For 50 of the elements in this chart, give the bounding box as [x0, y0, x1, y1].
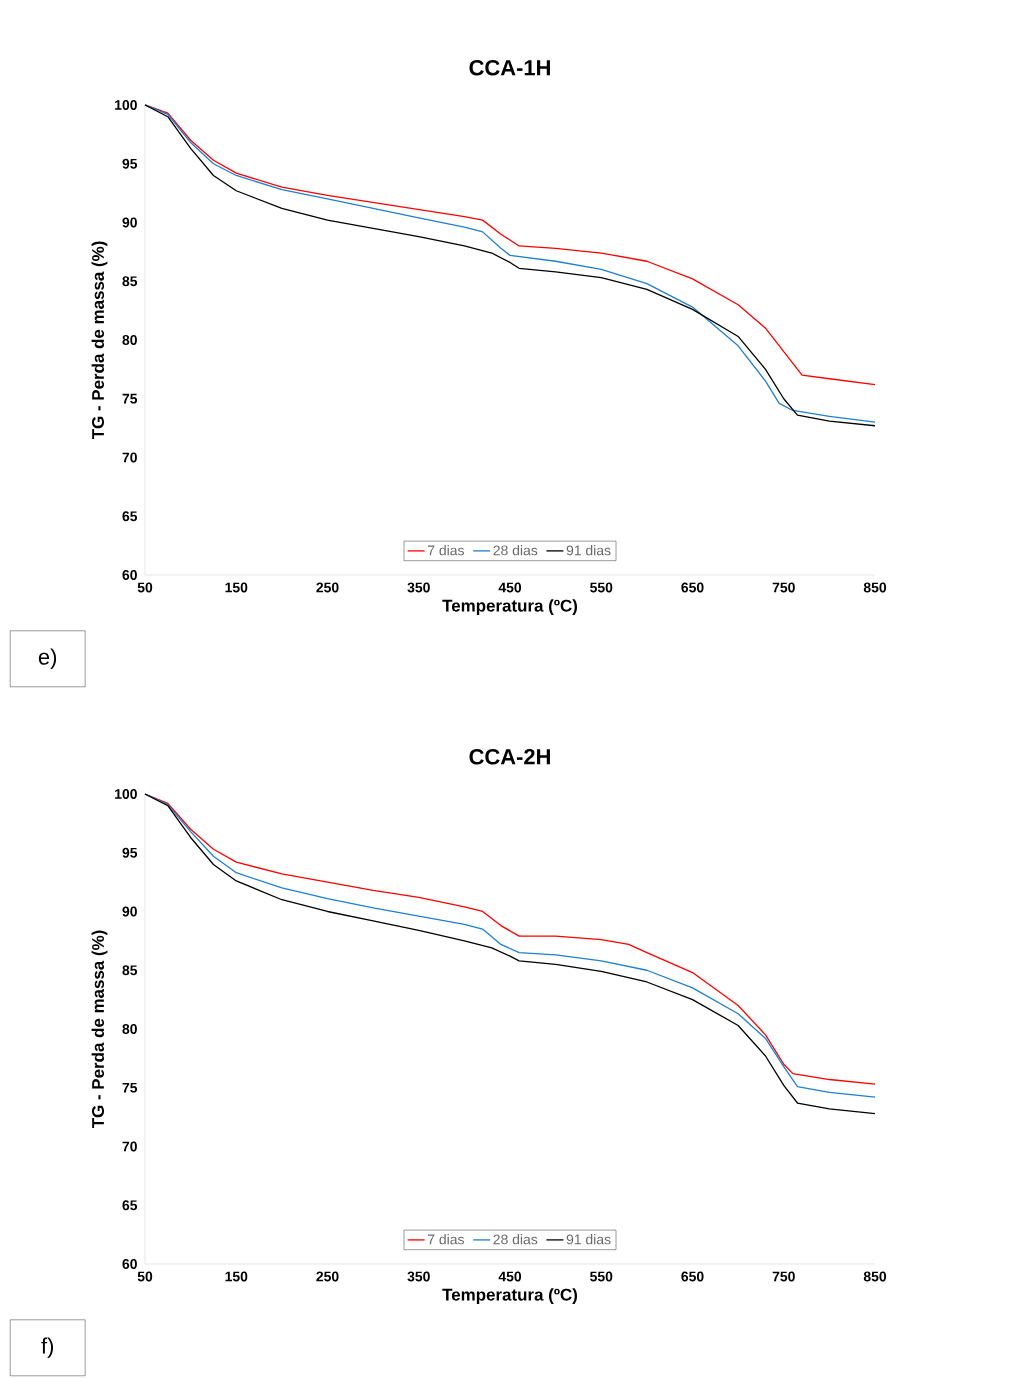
- x-tick-label: 150: [225, 582, 248, 593]
- legend-label: 91 dias: [566, 545, 611, 556]
- y-tick-label: 80: [122, 1024, 137, 1034]
- legend-label: 28 dias: [493, 1234, 538, 1245]
- x-axis-title: Temperatura (ºC): [442, 1288, 577, 1305]
- y-tick-label: 70: [122, 1141, 137, 1152]
- text: f): [41, 1337, 54, 1358]
- x-tick-label: 750: [772, 1271, 795, 1282]
- y-axis-title: TG - Perda de massa (%): [91, 241, 108, 440]
- x-tick-label: 850: [863, 1271, 887, 1282]
- y-tick-label: 75: [122, 393, 138, 404]
- legend-label: 7 dias: [428, 545, 464, 556]
- x-tick-label: 750: [772, 582, 795, 593]
- x-tick-label: 450: [498, 582, 522, 593]
- y-tick-label: 90: [122, 906, 137, 917]
- y-tick-label: 65: [122, 511, 138, 522]
- x-tick-label: 250: [316, 582, 339, 593]
- y-tick-label: 60: [122, 570, 137, 580]
- legend-label: 7 dias: [428, 1234, 464, 1245]
- text: e): [38, 648, 57, 669]
- y-tick-label: 95: [122, 847, 138, 858]
- y-tick-label: 70: [122, 452, 137, 463]
- chart-title: CCA-2H: [469, 748, 550, 765]
- x-tick-label: 450: [498, 1271, 522, 1282]
- x-tick-label: 50: [137, 582, 153, 593]
- y-tick-label: 100: [115, 789, 137, 799]
- chart-title: CCA-1H: [469, 59, 550, 76]
- y-axis-title: TG - Perda de massa (%): [91, 930, 108, 1129]
- x-tick-label: 850: [863, 582, 887, 593]
- y-tick-label: 90: [122, 217, 137, 228]
- x-tick-label: 50: [137, 1271, 153, 1282]
- x-tick-label: 150: [225, 1271, 248, 1282]
- x-tick-label: 350: [407, 582, 430, 593]
- legend-label: 28 dias: [493, 545, 538, 556]
- x-tick-label: 250: [316, 1271, 339, 1282]
- x-tick-label: 550: [590, 582, 613, 593]
- legend-label: 91 dias: [566, 1234, 611, 1245]
- y-tick-label: 95: [122, 158, 138, 169]
- y-tick-label: 85: [122, 965, 138, 976]
- y-tick-label: 65: [122, 1200, 138, 1211]
- y-tick-label: 100: [115, 100, 137, 110]
- x-axis-title: Temperatura (ºC): [442, 599, 577, 616]
- y-tick-label: 85: [122, 276, 138, 287]
- x-tick-label: 350: [407, 1271, 430, 1282]
- y-tick-label: 80: [122, 335, 137, 345]
- x-tick-label: 650: [681, 582, 704, 593]
- x-tick-label: 550: [590, 1271, 613, 1282]
- x-tick-label: 650: [681, 1271, 704, 1282]
- y-tick-label: 75: [122, 1082, 138, 1093]
- y-tick-label: 60: [122, 1259, 137, 1269]
